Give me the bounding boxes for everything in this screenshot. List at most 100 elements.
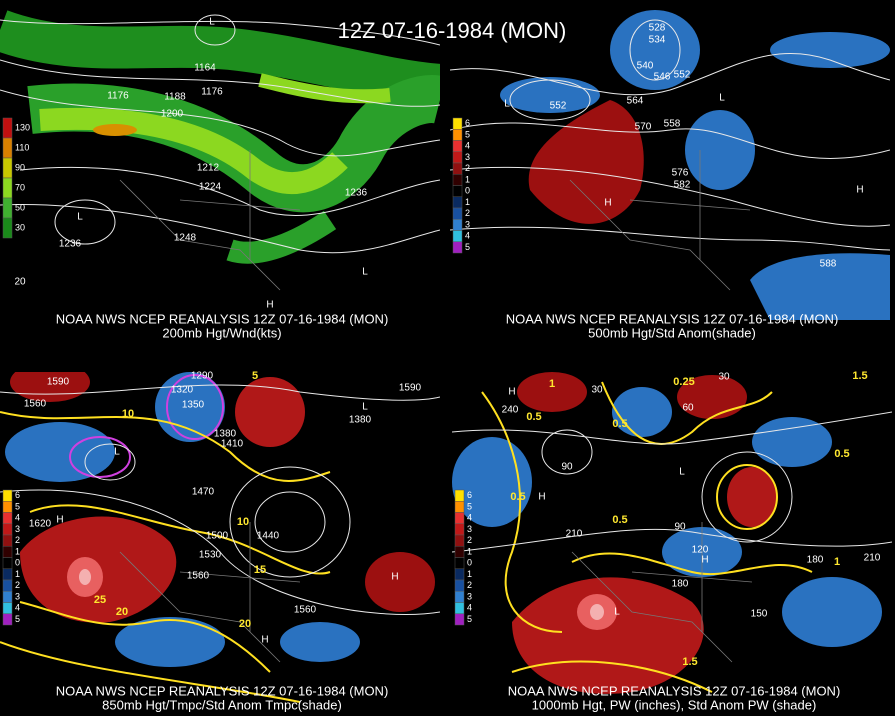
contour-label: 1212: [197, 163, 220, 174]
contour-label: 1530: [199, 550, 222, 561]
contour-label: 1380: [349, 415, 372, 426]
contour-label: 1236: [59, 239, 82, 250]
contour-label: H: [261, 635, 268, 646]
legend-label: 2: [15, 535, 20, 545]
contour-label: H: [856, 185, 863, 196]
legend-label: 130: [15, 122, 30, 132]
legend-label: 2: [465, 208, 470, 218]
legend-swatch: [454, 591, 465, 603]
legend-label: 1: [467, 546, 472, 556]
isoline-label: 20: [116, 606, 128, 618]
subcaption: 1000mb Hgt, PW (inches), Std Anom PW (sh…: [532, 697, 817, 712]
legend-swatch: [2, 568, 13, 581]
isoline-label: 15: [254, 564, 266, 576]
contour-label: 30: [591, 385, 603, 396]
legend-swatch: [454, 557, 465, 569]
legend-label: 4: [15, 513, 20, 523]
subcaption: 500mb Hgt/Std Anom(shade): [588, 325, 756, 340]
legend-swatch: [454, 523, 465, 536]
contour-label: 1290: [191, 371, 214, 382]
legend-swatch: [452, 174, 463, 186]
contour-label: 1410: [221, 439, 244, 450]
legend-label: 6: [467, 490, 472, 500]
legend-label: 5: [465, 129, 470, 139]
contour-label: 150: [751, 609, 768, 620]
legend-label: 4: [467, 513, 472, 523]
contour-label: 1500: [206, 531, 229, 542]
contour-label: 120: [692, 545, 709, 556]
contour-label: 1590: [399, 383, 422, 394]
isoline-label: 25: [94, 594, 106, 606]
contour-label: L: [77, 212, 83, 223]
panel-1000mb: 3030609090120150180180210210240HHLLH0.50…: [452, 370, 892, 712]
contour-label: 1200: [161, 109, 184, 120]
legend-label: 70: [15, 182, 25, 192]
caption: NOAA NWS NCEP REANALYSIS 12Z 07-16-1984 …: [506, 311, 839, 326]
subcaption: 200mb Hgt/Wnd(kts): [162, 325, 281, 340]
legend-swatch: [2, 591, 13, 603]
legend-label: 4: [467, 603, 472, 613]
legend-label: 50: [15, 202, 25, 212]
subcaption: 850mb Hgt/Tmpc/Std Anom Tmpc(shade): [102, 697, 342, 712]
contour-label: 564: [627, 96, 644, 107]
contour-label: 582: [674, 180, 691, 191]
contour-label: H: [56, 515, 63, 526]
legend-swatch: [454, 534, 465, 547]
contour-label: 1320: [171, 385, 194, 396]
legend-label: 0: [467, 558, 472, 568]
isoline-label: 0.5: [834, 448, 849, 460]
contour-label: 1236: [345, 188, 368, 199]
contour-label: 552: [550, 101, 567, 112]
isoline-label: 0.5: [526, 411, 541, 423]
contour-label: 528: [649, 23, 666, 34]
legend-swatch: [2, 489, 13, 502]
contour-label: 1560: [187, 571, 210, 582]
contour-label: 1470: [192, 487, 215, 498]
isoline-label: 20: [239, 618, 251, 630]
contour-label: 30: [718, 372, 730, 383]
legend-swatch: [2, 177, 13, 199]
legend-label: 3: [467, 591, 472, 601]
contour-label: 1560: [24, 399, 47, 410]
legend-swatch: [2, 117, 13, 139]
legend-swatch: [452, 129, 463, 141]
isoline-label: 0.5: [612, 514, 627, 526]
legend-swatch: [2, 512, 13, 524]
panel-850mb: 1590156013201350129013801410147015001530…: [0, 370, 440, 712]
legend-swatch: [454, 512, 465, 524]
isoline-label: 0.5: [510, 491, 525, 503]
legend-swatch: [2, 546, 13, 558]
contour-label: 540: [637, 61, 654, 72]
contour-label: L: [719, 93, 725, 104]
legend-label: 5: [465, 242, 470, 252]
contour-label: 60: [682, 403, 694, 414]
legend-swatch: [452, 241, 463, 254]
legend-swatch: [454, 501, 465, 513]
isoline-label: 1: [549, 378, 555, 390]
legend-label: 3: [15, 524, 20, 534]
legend-swatch: [2, 501, 13, 513]
legend-swatch: [452, 140, 463, 152]
contour-label: 90: [561, 462, 573, 473]
legend-label: 1: [15, 546, 20, 556]
caption: NOAA NWS NCEP REANALYSIS 12Z 07-16-1984 …: [56, 311, 389, 326]
contour-label: 1176: [107, 91, 129, 102]
caption: NOAA NWS NCEP REANALYSIS 12Z 07-16-1984 …: [56, 683, 389, 698]
contour-label: 546: [654, 72, 671, 83]
isoline-label: 0.5: [612, 418, 627, 430]
contour-label: 1164: [194, 63, 216, 74]
legend-label: 4: [15, 603, 20, 613]
legend-swatch: [452, 162, 463, 175]
legend-swatch: [454, 579, 465, 592]
legend-label: 4: [465, 141, 470, 151]
legend-label: 2: [465, 163, 470, 173]
contour-label: L: [504, 99, 510, 110]
legend-label: 2: [467, 580, 472, 590]
isoline-label: 0.25: [673, 376, 694, 388]
contour-label: 180: [807, 555, 824, 566]
contour-label: H: [538, 492, 545, 503]
contour-label: 552: [674, 70, 691, 81]
